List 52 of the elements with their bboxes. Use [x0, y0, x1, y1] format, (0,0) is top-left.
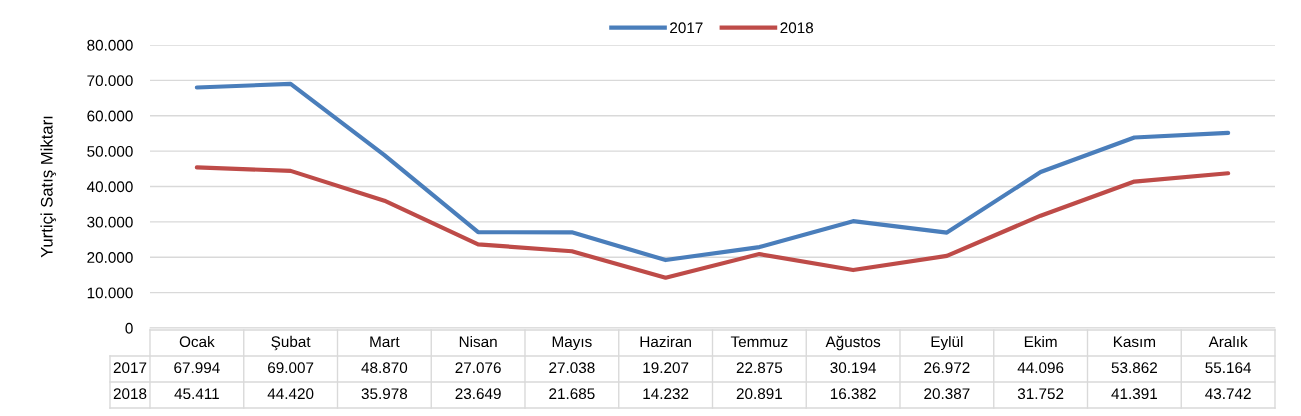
- x-tick-label: Mayıs: [552, 336, 592, 351]
- data-label: 23.649: [455, 388, 501, 400]
- data-label: 16.382: [830, 388, 876, 400]
- data-label: 55.164: [1205, 362, 1252, 374]
- data-label: 44.420: [267, 388, 314, 400]
- x-tick-label: Temmuz: [730, 336, 788, 348]
- data-label: 21.685: [549, 388, 595, 400]
- data-label: 26.972: [924, 362, 970, 374]
- x-tick-label: Mart: [370, 336, 400, 348]
- y-tick-label: 0: [125, 322, 133, 334]
- data-label: 19.207: [643, 362, 689, 374]
- data-label: 22.875: [736, 362, 783, 374]
- y-tick-label: 80.000: [87, 39, 133, 51]
- data-label: 20.387: [924, 388, 970, 400]
- data-label: 20.891: [736, 388, 782, 400]
- text: 2017: [113, 362, 147, 374]
- data-label: 27.076: [455, 362, 501, 374]
- legend-label: 2017: [670, 22, 703, 34]
- data-label: 44.096: [1017, 362, 1064, 374]
- data-label: 31.752: [1017, 388, 1064, 400]
- y-tick-label: 20.000: [87, 252, 133, 263]
- y-axis-title: Yurtiçi Satış Miktarı: [40, 116, 57, 258]
- data-label: 27.038: [549, 362, 595, 374]
- y-tick-label: 30.000: [87, 216, 133, 228]
- y-tick-label: 70.000: [87, 75, 133, 87]
- x-tick-label: Aralık: [1208, 335, 1248, 348]
- data-label: 69.007: [268, 362, 314, 374]
- legend-label: 2018: [780, 22, 814, 34]
- data-label: 45.411: [174, 388, 219, 400]
- x-tick-label: Nisan: [459, 335, 497, 348]
- data-label: 43.742: [1205, 388, 1251, 400]
- y-tick-label: 60.000: [87, 110, 133, 122]
- y-tick-label: 50.000: [87, 145, 133, 157]
- line-series: [194, 81, 1231, 263]
- text: 2018: [113, 388, 147, 400]
- y-tick-label: 40.000: [86, 181, 133, 193]
- line-series: [194, 165, 1231, 280]
- data-label: 53.862: [1111, 362, 1157, 374]
- data-label: 35.978: [361, 388, 408, 400]
- x-tick-label: Kasım: [1113, 336, 1156, 348]
- x-tick-label: Ekim: [1024, 335, 1057, 347]
- x-tick-label: Eylül: [931, 335, 963, 351]
- data-label: 41.391: [1111, 388, 1157, 400]
- data-label: 30.194: [830, 362, 877, 374]
- x-tick-label: Ağustos: [825, 335, 881, 351]
- y-tick-label: 10.000: [87, 287, 133, 299]
- x-tick-label: Haziran: [640, 335, 691, 348]
- data-label: 67.994: [174, 362, 220, 374]
- x-tick-label: Şubat: [271, 335, 311, 351]
- x-tick-label: Ocak: [179, 335, 215, 348]
- data-label: 14.232: [643, 388, 689, 400]
- data-label: 48.870: [361, 362, 408, 374]
